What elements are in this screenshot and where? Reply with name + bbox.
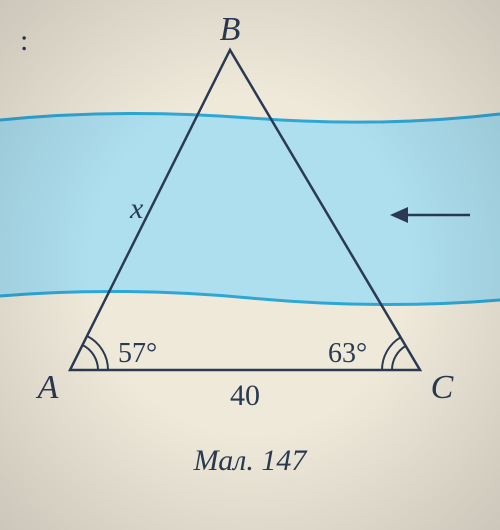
side-label-x: x bbox=[129, 192, 144, 225]
figure-caption: Мал. 147 bbox=[193, 444, 309, 477]
river-fill bbox=[0, 113, 500, 304]
vertex-label-b: B bbox=[220, 11, 241, 48]
vertex-label-c: C bbox=[431, 369, 454, 406]
figure-svg: : B A C x 57° 63° 40 Мал. 147 bbox=[0, 0, 500, 530]
river-band bbox=[0, 113, 500, 304]
vertex-label-a: A bbox=[36, 369, 59, 406]
prefix-marker: : bbox=[20, 24, 28, 57]
angle-c-value: 63° bbox=[328, 338, 367, 369]
base-length: 40 bbox=[230, 379, 260, 412]
angle-arcs-a bbox=[83, 336, 109, 370]
angle-a-value: 57° bbox=[118, 338, 157, 369]
